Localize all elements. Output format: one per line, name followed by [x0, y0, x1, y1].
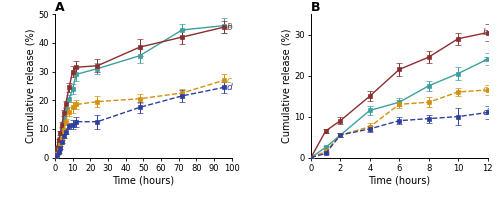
- Text: a: a: [482, 55, 488, 64]
- Text: b: b: [226, 23, 232, 32]
- X-axis label: Time (hours): Time (hours): [368, 176, 430, 186]
- Text: a: a: [226, 21, 232, 30]
- Text: c: c: [482, 85, 487, 95]
- Text: d: d: [226, 83, 232, 92]
- Y-axis label: Cumulative release (%): Cumulative release (%): [26, 29, 36, 143]
- Text: B: B: [311, 1, 320, 14]
- Y-axis label: Cumulative release (%): Cumulative release (%): [282, 29, 292, 143]
- Text: d: d: [482, 108, 488, 117]
- Text: b: b: [482, 28, 488, 37]
- Text: A: A: [55, 1, 64, 14]
- X-axis label: Time (hours): Time (hours): [112, 176, 174, 186]
- Text: c: c: [226, 76, 231, 85]
